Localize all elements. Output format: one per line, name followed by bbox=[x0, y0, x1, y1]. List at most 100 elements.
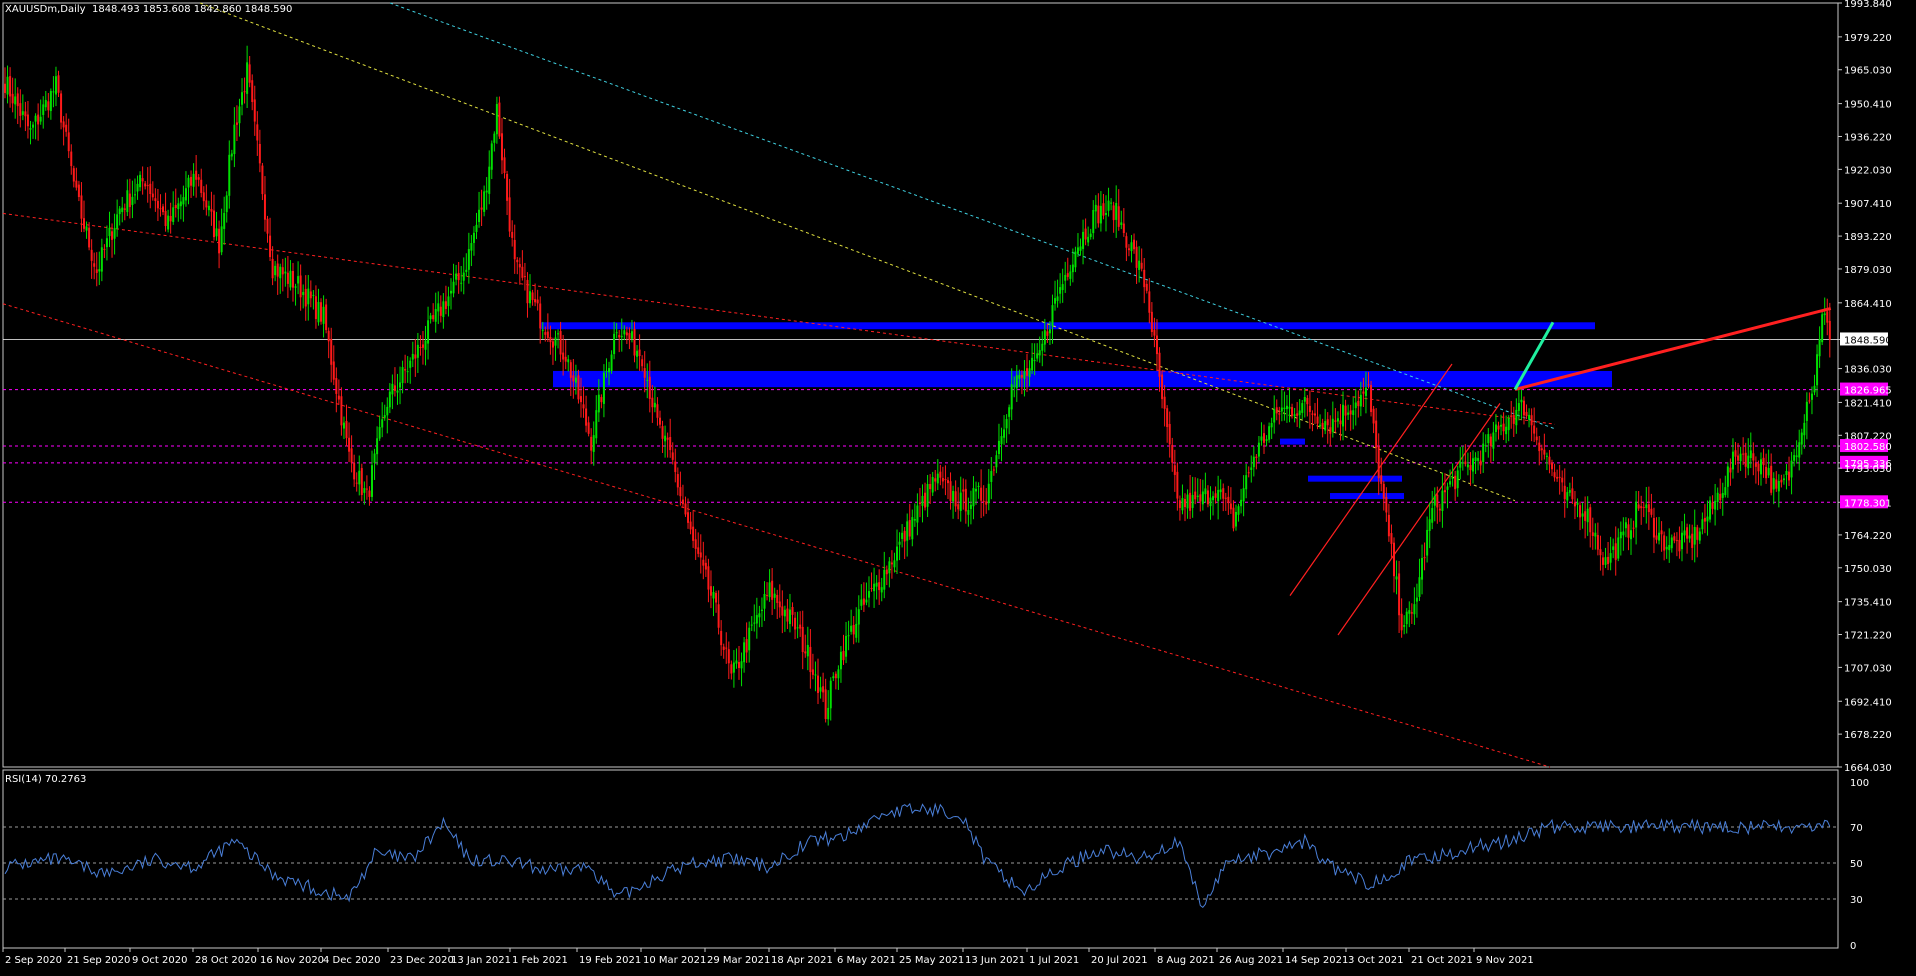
price-tick-label: 1893.220 bbox=[1844, 232, 1892, 243]
level-price-badge bbox=[1840, 382, 1888, 396]
bullish-candle bbox=[880, 587, 883, 593]
bearish-candle bbox=[1780, 479, 1783, 483]
bullish-candle bbox=[1813, 385, 1816, 393]
bearish-candle bbox=[745, 639, 748, 653]
bullish-candle bbox=[1581, 513, 1584, 517]
bearish-candle bbox=[1678, 539, 1681, 552]
bullish-candle bbox=[1395, 576, 1398, 580]
bearish-candle bbox=[235, 122, 238, 125]
bullish-candle bbox=[1456, 470, 1459, 489]
bullish-candle bbox=[44, 99, 47, 108]
bullish-candle bbox=[32, 124, 35, 128]
projection-up-line bbox=[1513, 321, 1555, 391]
bullish-candle bbox=[1015, 375, 1018, 389]
price-tick-label: 1764.220 bbox=[1844, 531, 1892, 542]
bearish-candle bbox=[480, 207, 483, 210]
bullish-candle bbox=[1115, 202, 1118, 220]
ohlc-readout: 1848.493 1853.608 1842.860 1848.590 bbox=[91, 4, 293, 15]
bullish-candle bbox=[223, 212, 226, 229]
bearish-candle bbox=[1390, 533, 1393, 544]
bearish-candle bbox=[95, 269, 98, 273]
bearish-candle bbox=[1502, 423, 1505, 432]
bullish-candle bbox=[493, 133, 496, 143]
bearish-candle bbox=[1184, 498, 1187, 508]
bullish-candle bbox=[1724, 487, 1727, 496]
bearish-candle bbox=[1263, 433, 1266, 443]
bullish-candle bbox=[1441, 490, 1444, 512]
bullish-candle bbox=[959, 492, 962, 512]
bearish-candle bbox=[1168, 423, 1171, 445]
symbol-label: XAUUSDm,Daily bbox=[5, 4, 86, 15]
bullish-candle bbox=[1051, 305, 1054, 327]
bullish-candle bbox=[913, 519, 916, 521]
bearish-candle bbox=[824, 689, 827, 720]
bullish-candle bbox=[416, 344, 419, 358]
bearish-candle bbox=[314, 296, 317, 320]
bullish-candle bbox=[1428, 519, 1431, 531]
bullish-candle bbox=[1107, 200, 1110, 211]
bearish-candle bbox=[1313, 413, 1316, 416]
bearish-candle bbox=[141, 178, 144, 182]
bullish-candle bbox=[307, 288, 310, 305]
bullish-candle bbox=[1566, 492, 1569, 501]
bullish-candle bbox=[1459, 461, 1462, 468]
bearish-candle bbox=[1627, 524, 1630, 538]
trendline bbox=[2, 212, 1556, 425]
bullish-candle bbox=[126, 190, 129, 213]
bearish-candle bbox=[1512, 415, 1515, 424]
bearish-candle bbox=[526, 279, 529, 304]
bullish-candle bbox=[447, 296, 450, 307]
bearish-candle bbox=[93, 263, 96, 267]
bearish-candle bbox=[1125, 236, 1128, 248]
bearish-candle bbox=[1135, 246, 1138, 268]
rsi-name-label: RSI(14) bbox=[5, 774, 42, 785]
bullish-candle bbox=[1668, 545, 1671, 551]
bearish-candle bbox=[432, 315, 435, 320]
bearish-candle bbox=[962, 489, 965, 492]
bullish-candle bbox=[1209, 497, 1212, 507]
bearish-candle bbox=[77, 184, 80, 198]
bullish-candle bbox=[796, 627, 799, 629]
bullish-candle bbox=[1688, 535, 1691, 539]
bearish-candle bbox=[1788, 471, 1791, 481]
bearish-candle bbox=[1133, 239, 1136, 250]
bullish-candle bbox=[1624, 522, 1627, 529]
bullish-candle bbox=[620, 335, 623, 338]
level-price-badge bbox=[1840, 439, 1888, 453]
bullish-candle bbox=[1816, 354, 1819, 386]
bullish-candle bbox=[167, 215, 170, 230]
bearish-candle bbox=[304, 288, 307, 307]
bullish-candle bbox=[1064, 274, 1067, 281]
bullish-candle bbox=[1257, 442, 1260, 457]
bearish-candle bbox=[559, 331, 562, 355]
rsi-tick-label: 30 bbox=[1850, 895, 1863, 906]
bearish-candle bbox=[903, 530, 906, 542]
bearish-candle bbox=[1382, 483, 1385, 499]
bearish-candle bbox=[174, 205, 177, 208]
price-tick-label: 1707.030 bbox=[1844, 663, 1892, 674]
bullish-candle bbox=[1056, 296, 1059, 301]
bullish-candle bbox=[788, 609, 791, 624]
time-tick-label: 29 Mar 2021 bbox=[707, 955, 770, 966]
bullish-candle bbox=[1612, 546, 1615, 550]
bullish-candle bbox=[1426, 529, 1429, 556]
bearish-candle bbox=[600, 397, 603, 403]
bearish-candle bbox=[1775, 479, 1778, 489]
bearish-candle bbox=[1548, 456, 1551, 465]
time-tick-label: 19 Feb 2021 bbox=[579, 955, 641, 966]
bullish-candle bbox=[241, 92, 244, 105]
bearish-candle bbox=[1510, 415, 1513, 417]
level-price-badge bbox=[1840, 455, 1888, 469]
bearish-candle bbox=[725, 647, 728, 649]
bearish-candle bbox=[817, 675, 820, 694]
bullish-candle bbox=[1234, 511, 1237, 527]
bullish-candle bbox=[763, 593, 766, 609]
bearish-candle bbox=[1642, 506, 1645, 508]
price-tick-label: 1807.220 bbox=[1844, 431, 1892, 442]
bearish-candle bbox=[1311, 413, 1314, 415]
bearish-candle bbox=[1247, 472, 1250, 474]
time-tick-label: 9 Oct 2020 bbox=[132, 955, 187, 966]
bearish-candle bbox=[707, 566, 710, 590]
bearish-candle bbox=[1558, 476, 1561, 478]
bullish-candle bbox=[406, 371, 409, 373]
